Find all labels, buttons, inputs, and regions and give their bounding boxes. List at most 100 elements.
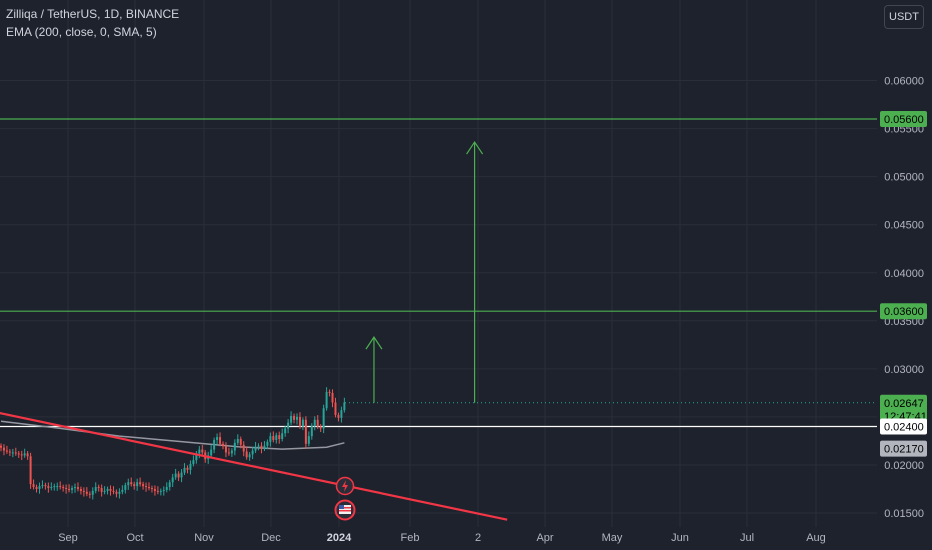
candle-body xyxy=(307,436,310,444)
candle-body xyxy=(219,437,222,444)
candle xyxy=(310,423,313,440)
candle xyxy=(20,450,23,461)
candle xyxy=(53,483,56,491)
x-tick-label: 2 xyxy=(475,532,481,544)
candle-body xyxy=(298,416,301,427)
candle xyxy=(213,437,216,454)
candle-body xyxy=(121,489,124,492)
price-tag: 0.02647 xyxy=(880,394,927,411)
candle-body xyxy=(103,490,106,492)
price-axis-bg xyxy=(877,0,932,550)
candle-body xyxy=(304,419,307,444)
candle-body xyxy=(53,486,56,488)
candle-body xyxy=(216,437,219,440)
candle xyxy=(177,471,180,481)
y-tick-label: 0.04000 xyxy=(884,268,924,280)
projection-arrow xyxy=(365,336,383,403)
candle-body xyxy=(91,490,94,495)
candle xyxy=(35,484,38,493)
candle xyxy=(210,444,213,458)
candle xyxy=(62,484,65,492)
candle-body xyxy=(112,490,115,492)
y-tick-label: 0.06000 xyxy=(884,76,924,88)
candle xyxy=(85,487,88,497)
candle xyxy=(230,448,233,457)
candle-body xyxy=(41,485,44,487)
candle-body xyxy=(65,488,68,490)
candle xyxy=(74,483,76,493)
candle-body xyxy=(266,441,269,446)
price-tag-bg xyxy=(880,394,927,411)
candle-body xyxy=(124,485,127,490)
dividend-event-icon[interactable] xyxy=(335,476,355,496)
candle-body xyxy=(142,484,145,487)
currency-button[interactable]: USDT xyxy=(884,5,924,29)
candle xyxy=(112,486,115,495)
candle-body xyxy=(177,473,180,478)
time-axis: Sep Oct Nov Dec 2024 Feb 2 Apr May Jun Jul Aug xyxy=(0,527,877,550)
candle xyxy=(325,387,328,411)
price-tag: 0.02170 xyxy=(880,440,927,457)
candle xyxy=(68,484,71,493)
candle-body xyxy=(195,453,198,461)
candle xyxy=(165,482,168,493)
candle xyxy=(79,486,82,495)
candle-body xyxy=(106,488,109,491)
chart-grid xyxy=(0,0,877,527)
candle-body xyxy=(171,477,174,483)
candle xyxy=(44,482,47,490)
candle xyxy=(242,441,245,457)
candle xyxy=(115,489,118,498)
candle-body xyxy=(316,419,319,427)
candle xyxy=(290,411,293,426)
candle xyxy=(124,482,127,494)
candle xyxy=(97,484,100,492)
candle xyxy=(82,487,85,497)
candle-body xyxy=(97,487,100,489)
candle xyxy=(254,441,257,453)
candle xyxy=(233,439,236,456)
candle xyxy=(139,477,142,487)
candle xyxy=(71,485,74,494)
candle xyxy=(263,441,266,452)
candle xyxy=(118,488,121,499)
candle xyxy=(130,477,133,487)
candle xyxy=(8,449,11,457)
candle xyxy=(198,446,201,459)
candle-body xyxy=(74,487,76,489)
price-tag-bg xyxy=(880,111,927,127)
candle-body xyxy=(118,491,121,494)
x-tick-label: Aug xyxy=(806,532,826,544)
candle-body xyxy=(263,445,266,449)
candle xyxy=(337,412,340,422)
candle xyxy=(127,478,130,490)
candle-body xyxy=(56,486,59,488)
indicator-legend[interactable]: EMA (200, close, 0, SMA, 5) xyxy=(6,25,157,39)
candle xyxy=(296,413,298,425)
candle-body xyxy=(35,487,38,489)
candle xyxy=(109,485,112,496)
candle xyxy=(47,482,50,493)
candle-body xyxy=(224,445,227,453)
flag-event-icon[interactable] xyxy=(334,499,356,521)
candle-body xyxy=(127,482,130,486)
candle-body xyxy=(38,486,41,489)
candle xyxy=(322,404,325,434)
candle-body xyxy=(269,436,272,442)
candle xyxy=(17,451,20,458)
candle-body xyxy=(82,490,85,492)
candle-body xyxy=(115,491,118,494)
candle xyxy=(269,432,272,447)
candle-body xyxy=(0,445,2,448)
price-tag: 0.03600 xyxy=(880,303,927,320)
candle xyxy=(121,485,124,495)
price-tag: 0.02400 xyxy=(880,418,927,435)
price-tag-label: 0.03600 xyxy=(884,306,924,318)
candle-body xyxy=(71,488,74,490)
candle xyxy=(189,460,192,475)
candle-body xyxy=(2,447,5,451)
candle xyxy=(23,448,26,458)
candle xyxy=(41,480,44,489)
candle-body xyxy=(257,445,260,447)
